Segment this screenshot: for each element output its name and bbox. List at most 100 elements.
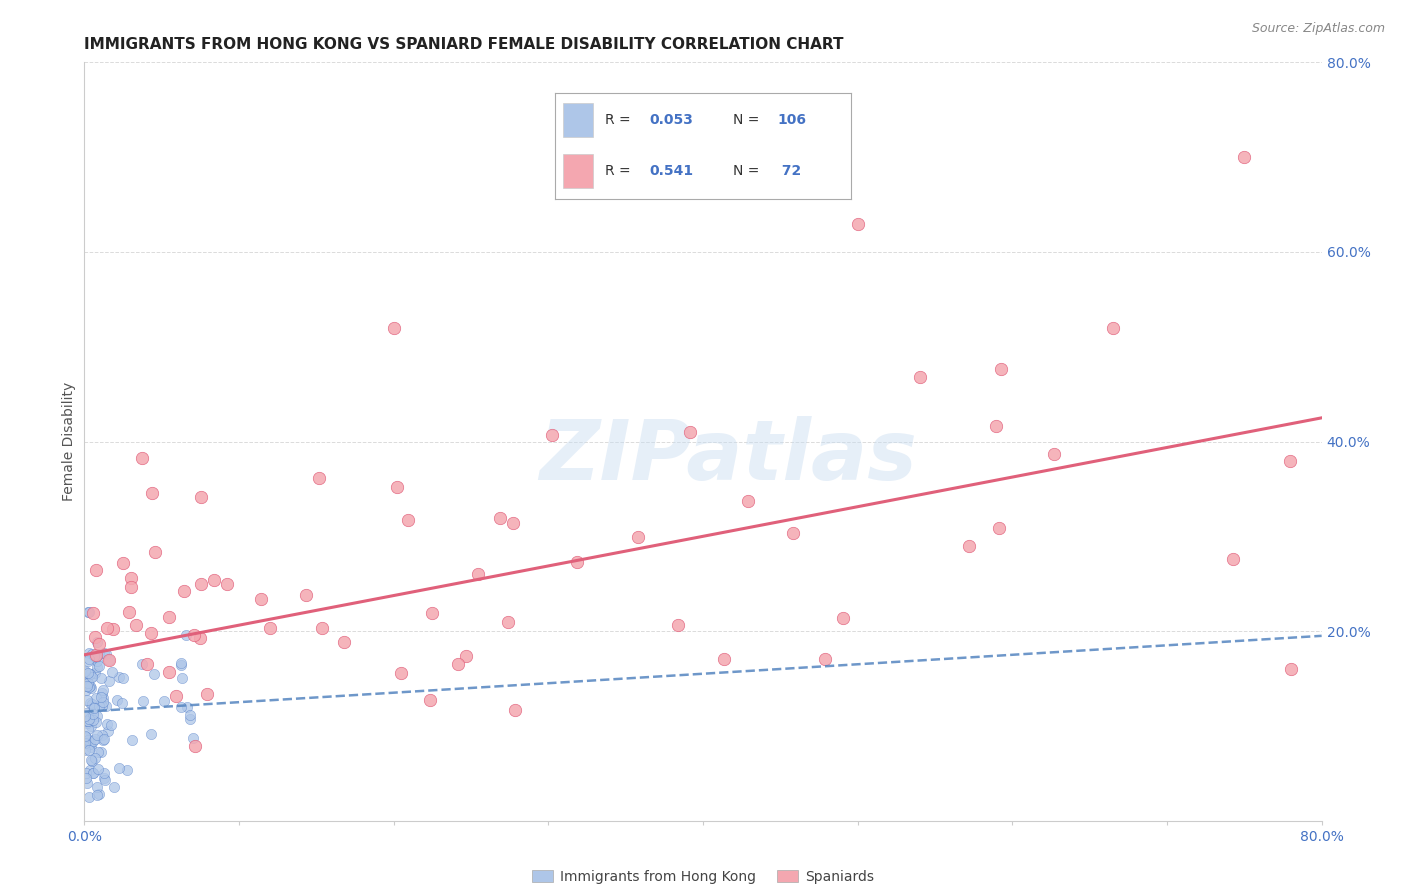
Point: [91, 728, 114, 742]
Point: [82, 606, 104, 620]
Point: [76, 671, 98, 685]
Point: [80, 753, 103, 767]
Point: [627, 530, 650, 544]
Point: [86, 762, 108, 776]
Point: [82, 706, 104, 720]
Point: [90, 671, 112, 685]
Point: [832, 611, 855, 625]
Point: [83, 700, 105, 714]
Point: [181, 731, 204, 745]
Point: [93, 771, 115, 785]
Point: [80, 670, 103, 684]
Point: [467, 567, 489, 582]
Point: [90, 686, 112, 700]
Point: [79, 737, 101, 751]
Point: [77, 647, 100, 661]
Point: [86, 659, 108, 673]
Point: [73, 665, 96, 679]
Point: [311, 621, 333, 635]
Point: [152, 694, 174, 708]
Point: [567, 555, 589, 569]
Point: [83, 732, 105, 747]
Point: [165, 689, 187, 703]
Point: [170, 671, 193, 685]
Point: [77, 605, 100, 619]
Point: [141, 486, 163, 500]
Point: [136, 657, 159, 671]
Point: [83, 649, 105, 664]
Point: [111, 557, 134, 571]
Point: [454, 648, 477, 663]
Point: [75, 682, 97, 697]
Point: [96, 717, 118, 731]
Point: [77, 733, 100, 747]
Point: [77, 651, 100, 665]
Point: [988, 521, 1011, 535]
Point: [93, 646, 115, 660]
Point: [91, 732, 114, 747]
Point: [93, 682, 115, 697]
Point: [125, 618, 148, 632]
Point: [89, 698, 111, 713]
Point: [202, 573, 225, 587]
Point: [111, 671, 134, 685]
Point: [332, 635, 354, 649]
Point: [94, 698, 117, 713]
Point: [75, 765, 97, 780]
Point: [111, 696, 134, 710]
Point: [132, 693, 155, 707]
Point: [91, 690, 114, 705]
Point: [93, 731, 115, 746]
Point: [91, 696, 114, 710]
Point: [108, 761, 131, 775]
Point: [82, 707, 104, 722]
Point: [179, 712, 201, 726]
Point: [77, 680, 100, 694]
Point: [215, 577, 238, 591]
Point: [80, 647, 103, 661]
Point: [1279, 454, 1302, 468]
Point: [82, 766, 104, 780]
Point: [86, 728, 108, 742]
Point: [86, 690, 108, 705]
Point: [1233, 150, 1256, 164]
Point: [846, 217, 869, 231]
Point: [737, 493, 759, 508]
Point: [76, 716, 98, 731]
Point: [77, 676, 100, 690]
Point: [82, 765, 104, 780]
Point: [101, 665, 124, 680]
Point: [76, 680, 98, 694]
Point: [176, 700, 198, 714]
Point: [77, 712, 100, 726]
Point: [188, 632, 211, 646]
Point: [382, 320, 405, 334]
Point: [446, 657, 468, 671]
Point: [250, 592, 273, 607]
Point: [93, 766, 115, 780]
Point: [84, 563, 107, 577]
Point: [77, 722, 100, 736]
Point: [502, 516, 524, 530]
Point: [76, 735, 98, 749]
Point: [100, 718, 122, 732]
Point: [117, 763, 139, 777]
Point: [679, 425, 702, 439]
Point: [87, 647, 110, 661]
Point: [80, 754, 103, 768]
Point: [190, 490, 212, 504]
Point: [82, 713, 104, 727]
Point: [169, 699, 191, 714]
Point: [83, 630, 105, 644]
Point: [75, 736, 97, 750]
Point: [1279, 662, 1302, 676]
Point: [75, 731, 97, 745]
Y-axis label: Female Disability: Female Disability: [62, 382, 76, 501]
Point: [118, 605, 141, 619]
Point: [103, 780, 125, 795]
Point: [190, 576, 212, 591]
Point: [96, 647, 118, 661]
Point: [77, 742, 100, 756]
Point: [84, 648, 107, 662]
Point: [139, 625, 162, 640]
